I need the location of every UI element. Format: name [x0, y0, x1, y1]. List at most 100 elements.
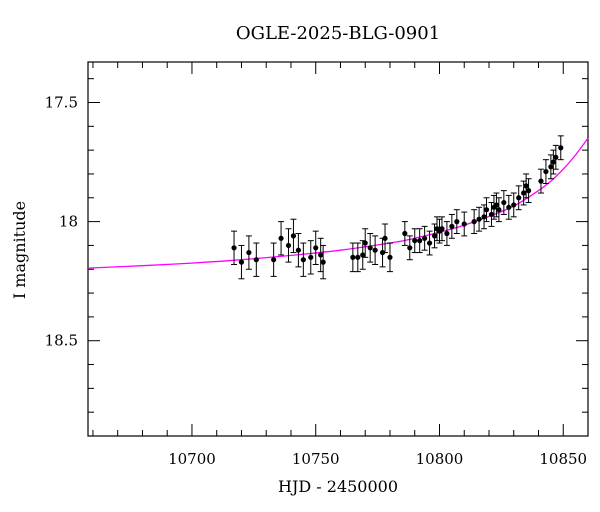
- data-point: [349, 242, 356, 273]
- data-point: [253, 242, 260, 277]
- data-point: [438, 216, 445, 242]
- data-marker: [313, 245, 319, 251]
- data-point: [367, 233, 374, 263]
- data-point: [362, 228, 369, 258]
- data-marker: [471, 219, 477, 225]
- data-point: [290, 218, 297, 254]
- chart-title: OGLE-2025-BLG-0901: [236, 23, 440, 44]
- data-point: [453, 209, 460, 235]
- data-marker: [422, 235, 428, 241]
- data-marker: [278, 235, 284, 241]
- data-marker: [543, 168, 549, 175]
- data-point: [557, 135, 564, 161]
- data-marker: [417, 238, 423, 244]
- data-point: [448, 213, 455, 239]
- x-axis-title: HJD - 2450000: [278, 477, 398, 496]
- data-point: [320, 244, 327, 280]
- data-marker: [300, 257, 306, 263]
- data-point: [552, 144, 559, 170]
- data-marker: [516, 195, 522, 201]
- data-marker: [285, 242, 292, 249]
- x-tick-label: 10800: [416, 450, 464, 468]
- data-point: [416, 228, 423, 254]
- data-point: [500, 190, 507, 215]
- y-axis: 17.5 18 18.5: [45, 78, 588, 437]
- data-marker: [246, 249, 252, 256]
- y-tick-label: 18.5: [45, 332, 78, 350]
- y-tick-label: 18: [59, 213, 78, 231]
- data-marker: [362, 240, 368, 246]
- data-point: [525, 178, 532, 204]
- data-marker: [290, 233, 297, 239]
- data-marker: [523, 183, 529, 189]
- x-tick-label: 10850: [539, 450, 587, 468]
- data-marker: [387, 254, 393, 260]
- data-marker: [318, 252, 324, 258]
- data-marker: [355, 254, 361, 260]
- data-point: [421, 225, 428, 251]
- data-point: [238, 244, 245, 280]
- plot-area: [87, 61, 589, 437]
- data-point: [443, 221, 450, 246]
- data-point: [307, 240, 314, 275]
- data-marker: [548, 164, 554, 170]
- data-marker: [511, 202, 517, 208]
- data-marker: [476, 216, 482, 222]
- data-point: [270, 242, 277, 277]
- data-point: [495, 197, 502, 223]
- data-marker: [496, 207, 502, 213]
- data-marker: [238, 259, 245, 265]
- data-marker: [538, 178, 544, 184]
- data-point: [231, 230, 238, 265]
- data-marker: [426, 240, 433, 246]
- data-marker: [253, 257, 259, 263]
- data-marker: [295, 247, 301, 253]
- x-tick-label: 10700: [168, 450, 216, 468]
- plot-frame: [87, 61, 589, 437]
- data-marker: [449, 223, 455, 229]
- data-point: [245, 235, 252, 270]
- data-point: [386, 242, 393, 273]
- data-marker: [454, 219, 460, 225]
- data-point: [505, 194, 512, 220]
- data-point: [426, 230, 433, 256]
- data-marker: [488, 211, 495, 218]
- data-point: [461, 211, 468, 237]
- data-marker: [521, 190, 527, 196]
- data-marker: [308, 254, 314, 260]
- data-marker: [412, 238, 418, 244]
- data-point: [483, 197, 490, 223]
- data-point: [542, 159, 549, 184]
- data-marker: [382, 235, 388, 241]
- data-point: [547, 154, 554, 180]
- data-marker: [231, 245, 237, 251]
- data-marker: [550, 159, 556, 165]
- data-point: [401, 221, 408, 246]
- data-marker: [501, 199, 507, 206]
- data-marker: [439, 226, 445, 232]
- data-marker: [553, 154, 559, 160]
- x-axis: 10700 10750 10800 10850: [92, 62, 589, 468]
- data-point: [382, 223, 389, 254]
- data-marker: [350, 254, 356, 260]
- data-point: [471, 209, 478, 235]
- data-marker: [367, 245, 373, 251]
- data-marker: [558, 145, 564, 151]
- data-point: [406, 235, 413, 261]
- data-marker: [372, 247, 378, 253]
- data-point: [295, 233, 302, 268]
- data-marker: [271, 257, 277, 263]
- data-marker: [506, 204, 512, 210]
- data-point: [372, 235, 379, 265]
- data-point: [476, 206, 483, 232]
- data-marker: [431, 233, 438, 239]
- data-marker: [360, 252, 366, 258]
- x-tick-label: 10750: [292, 450, 340, 468]
- data-point: [312, 230, 319, 265]
- y-tick-label: 17.5: [45, 93, 78, 111]
- data-marker: [493, 202, 500, 208]
- data-point: [510, 192, 517, 218]
- y-axis-title: I magnitude: [10, 201, 29, 299]
- data-point: [354, 242, 361, 273]
